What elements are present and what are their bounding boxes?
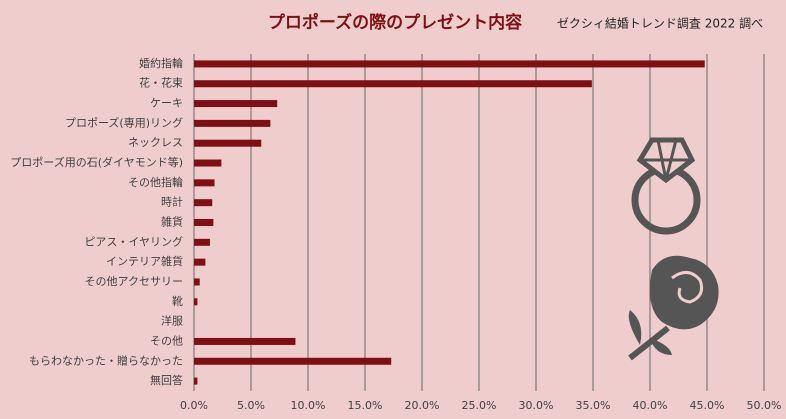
plot: 0.0% 5.0% 10.0% 15.0% 20.0% 25.0% 30.0% 35.0% 40… <box>10 54 781 412</box>
bar <box>194 199 213 207</box>
x-tick-label: 50.0% <box>747 399 782 412</box>
y-tick-label: 婚約指輪 <box>139 56 183 70</box>
bar <box>194 119 271 127</box>
y-tick-label: その他指輪 <box>128 175 183 189</box>
bar <box>194 159 222 167</box>
bar <box>194 219 214 226</box>
y-tick-label: 無回答 <box>150 373 183 387</box>
bar <box>194 238 210 246</box>
x-tick-label: 25.0% <box>462 399 497 412</box>
x-tick-label: 40.0% <box>633 399 668 412</box>
x-tick-label: 0.0% <box>180 399 208 412</box>
x-tick-label: 35.0% <box>576 399 611 412</box>
y-tick-label: その他アクセサリー <box>85 275 183 288</box>
chart-title: プロポーズの際のプレゼント内容 <box>268 12 522 33</box>
x-tick-label: 45.0% <box>690 399 725 412</box>
x-tick-label: 20.0% <box>405 399 440 412</box>
bar <box>194 80 592 88</box>
x-tick-label: 10.0% <box>291 399 326 412</box>
bar <box>194 337 296 345</box>
y-tick-label: プロポーズ(専用)リング <box>65 115 183 129</box>
y-tick-label: 洋服 <box>161 314 183 328</box>
y-tick-label: その他 <box>150 334 183 347</box>
bar <box>194 179 215 187</box>
rose-icon <box>628 255 719 361</box>
bar <box>194 298 198 306</box>
y-tick-label: 雑貨 <box>161 215 183 229</box>
bar <box>194 139 262 147</box>
bar <box>194 100 278 108</box>
x-tick-label: 5.0% <box>237 399 265 412</box>
bar <box>194 377 198 385</box>
y-tick-label: 時計 <box>161 195 183 209</box>
y-tick-label: ピアス・イヤリング <box>84 234 183 248</box>
bar <box>194 278 200 286</box>
ring-icon <box>631 137 701 235</box>
y-tick-label: インテリア雑貨 <box>106 254 183 268</box>
y-tick-label: 靴 <box>172 294 183 308</box>
y-tick-label: ネックレス <box>128 136 183 149</box>
y-tick-label: プロポーズ用の石(ダイヤモンド等) <box>10 155 183 169</box>
y-tick-label: ケーキ <box>150 97 183 110</box>
bar <box>194 60 705 68</box>
chart-subtitle: ゼクシィ結婚トレンド調査 2022 調べ <box>557 17 763 31</box>
bar <box>194 357 392 365</box>
y-tick-label: もらわなかった・贈らなかった <box>29 353 183 367</box>
x-tick-label: 15.0% <box>348 399 383 412</box>
bar <box>194 258 206 266</box>
y-tick-label: 花・花束 <box>139 77 183 90</box>
x-tick-label: 30.0% <box>519 399 554 412</box>
